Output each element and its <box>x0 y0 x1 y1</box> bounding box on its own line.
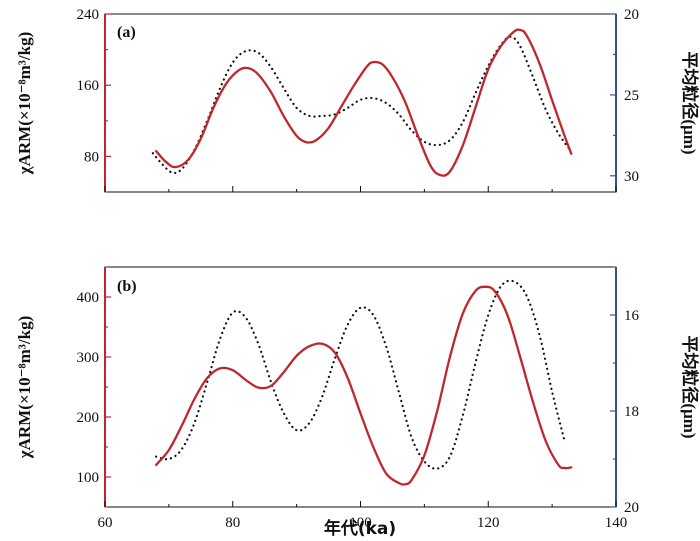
x-tick-label: 60 <box>98 515 113 531</box>
grain-size-line-a <box>151 35 573 175</box>
x-tick-label: 120 <box>477 515 500 531</box>
left-axis-title-b: χARM(×10⁻⁸m³/kg) <box>15 316 34 459</box>
x-axis-title: 年代(ka) <box>324 518 396 539</box>
right-tick-label: 30 <box>624 169 639 185</box>
x-tick-label: 80 <box>225 515 240 531</box>
right-tick-label: 18 <box>624 404 639 420</box>
right-tick-label: 16 <box>624 308 640 324</box>
panel-label-b: (b) <box>117 278 137 295</box>
ticks-a: 80 160 240 20 25 30 <box>77 7 639 193</box>
panel-b: 60 80 100 120 140 100 200 300 400 16 18 20 (b) χARM… <box>15 266 700 531</box>
left-tick-label: 200 <box>77 410 100 426</box>
plot-frame-b <box>104 266 617 508</box>
series-a <box>151 28 573 177</box>
right-tick-label: 25 <box>624 88 639 104</box>
right-tick-label: 20 <box>624 7 639 23</box>
panel-a: 80 160 240 20 25 30 (a) χARM(×10⁻⁸m³/kg) 平均粒径… <box>15 7 700 193</box>
chi-arm-line-a <box>154 28 573 177</box>
x-tick-label: 140 <box>605 515 628 531</box>
left-tick-label: 300 <box>77 350 100 366</box>
left-tick-label: 240 <box>77 7 100 23</box>
ticks-b: 60 80 100 120 140 100 200 300 400 16 18 20 <box>77 266 640 531</box>
chi-arm-line-b <box>154 285 573 486</box>
right-axis-title-a: 平均粒径(μm) <box>680 51 700 154</box>
grain-size-line-b <box>155 279 566 470</box>
left-tick-label: 400 <box>77 290 100 306</box>
panel-label-a: (a) <box>117 24 136 41</box>
series-b <box>154 279 573 486</box>
right-axis-title-b: 平均粒径(μm) <box>680 335 700 438</box>
left-tick-label: 100 <box>77 470 100 486</box>
left-tick-label: 160 <box>77 78 100 94</box>
x-tick-label: 100 <box>349 515 372 531</box>
left-axis-title-a: χARM(×10⁻⁸m³/kg) <box>15 32 34 175</box>
left-tick-label: 80 <box>84 149 99 165</box>
right-tick-label: 20 <box>624 500 639 516</box>
